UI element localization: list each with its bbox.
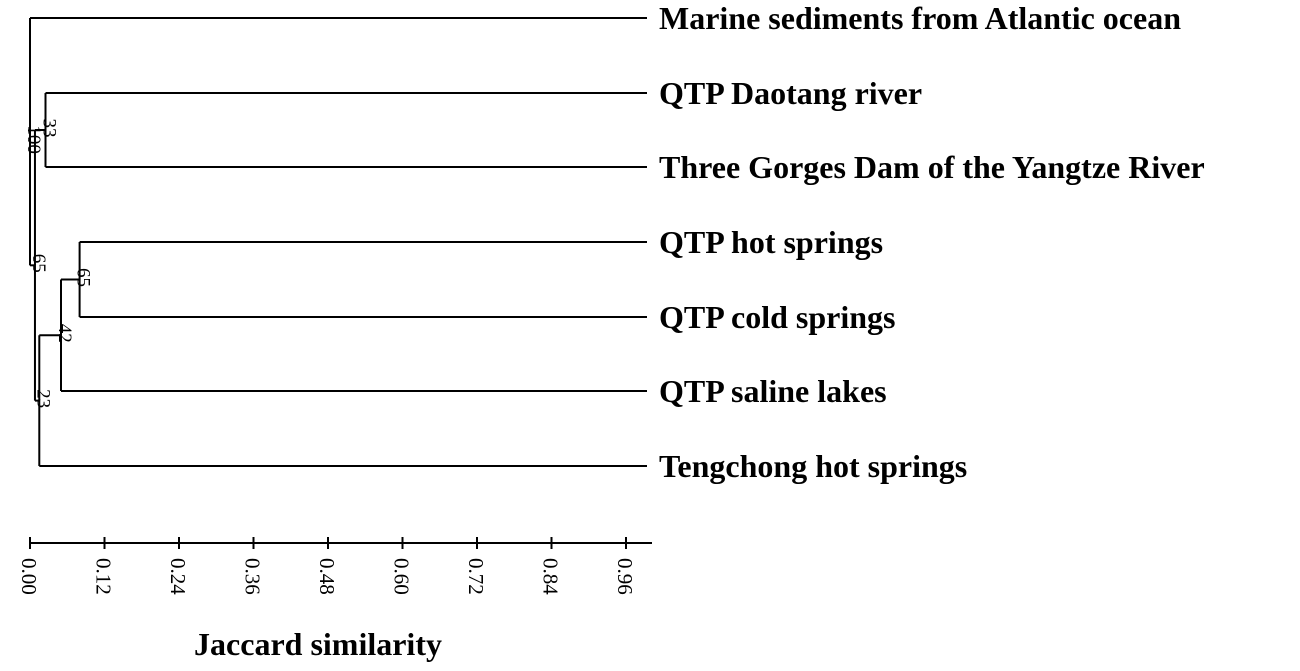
leaf-label: Tengchong hot springs bbox=[659, 448, 967, 484]
leaf-label: Three Gorges Dam of the Yangtze River bbox=[659, 149, 1205, 185]
support-value: 100 bbox=[23, 125, 44, 154]
axis-tick-label: 0.72 bbox=[464, 558, 488, 595]
leaf-labels: Marine sediments from Atlantic ocean QTP … bbox=[659, 0, 1205, 484]
axis-tick-label: 0.84 bbox=[539, 558, 563, 595]
support-value: 33 bbox=[39, 119, 60, 138]
axis-tick-label: 0.48 bbox=[315, 558, 339, 595]
axis-tick-label: 0.24 bbox=[166, 558, 190, 595]
axis-tick-label: 0.36 bbox=[241, 558, 265, 595]
support-values: 33 65 42 23 65 100 bbox=[23, 119, 94, 409]
support-value: 23 bbox=[32, 389, 53, 408]
axis-tick-label: 0.00 bbox=[17, 558, 41, 595]
axis-tick-label: 0.60 bbox=[390, 558, 414, 595]
dendrogram-branches bbox=[29, 17, 647, 467]
axis-tick-label: 0.96 bbox=[613, 558, 637, 595]
leaf-label: QTP saline lakes bbox=[659, 373, 887, 409]
leaf-label: Marine sediments from Atlantic ocean bbox=[659, 0, 1181, 36]
leaf-label: QTP cold springs bbox=[659, 299, 896, 335]
leaf-label: QTP Daotang river bbox=[659, 75, 922, 111]
axis-ticks: 0.00 0.12 0.24 0.36 0.48 0.60 0.72 0.84 0.96 bbox=[17, 537, 637, 595]
support-value: 65 bbox=[73, 268, 94, 287]
leaf-label: QTP hot springs bbox=[659, 224, 883, 260]
support-value: 42 bbox=[54, 324, 75, 343]
axis-tick-label: 0.12 bbox=[92, 558, 116, 595]
similarity-axis: 0.00 0.12 0.24 0.36 0.48 0.60 0.72 0.84 0.96 Jac… bbox=[17, 537, 652, 662]
support-value: 65 bbox=[28, 254, 49, 273]
axis-title: Jaccard similarity bbox=[194, 626, 442, 662]
